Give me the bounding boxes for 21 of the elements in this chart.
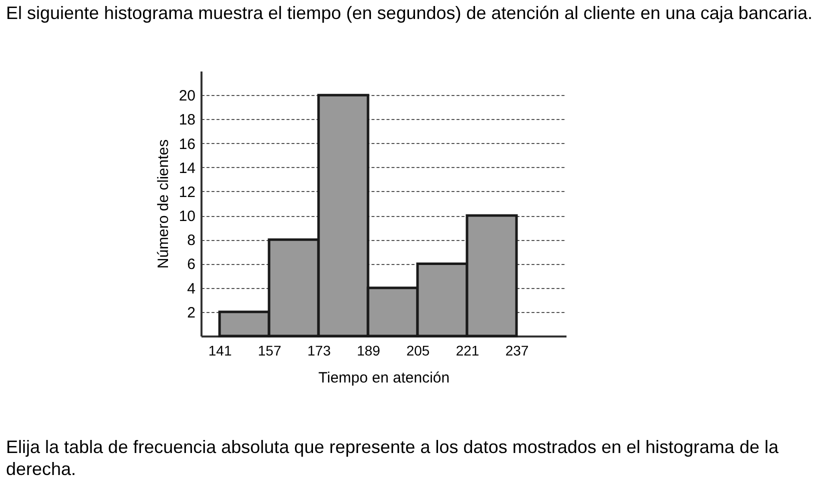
y-tick-label: 6: [187, 256, 196, 274]
x-tick-label: 157: [258, 342, 282, 358]
y-tick-label: 8: [187, 232, 196, 250]
y-axis-title: Número de clientes: [154, 139, 172, 269]
x-tick-label: 237: [505, 342, 529, 358]
x-tick-label: 221: [456, 342, 480, 358]
y-tick-label: 16: [178, 136, 196, 153]
x-tick-label: 189: [356, 342, 380, 358]
y-tick-label: 14: [178, 160, 196, 177]
x-axis-title: Tiempo en atención: [318, 370, 450, 386]
y-tick-label: 18: [178, 112, 196, 129]
x-tick-label: 141: [208, 342, 232, 358]
y-tick-label: 20: [178, 88, 196, 105]
y-tick-label: 2: [187, 304, 196, 322]
y-tick-label: 4: [187, 280, 196, 298]
y-tick-label: 10: [178, 208, 196, 226]
y-tick-label: 12: [178, 184, 196, 201]
text: Elija la tabla de frecuencia absoluta que represente a los datos mostrados en el histograma de la derecha.: [6, 436, 780, 480]
chart-title: El siguiente histograma muestra el tiempo (en segundos) de atención al cliente en una caja bancaria.: [6, 2, 814, 24]
x-tick-label: 205: [406, 342, 430, 358]
x-tick-label: 173: [307, 342, 331, 358]
